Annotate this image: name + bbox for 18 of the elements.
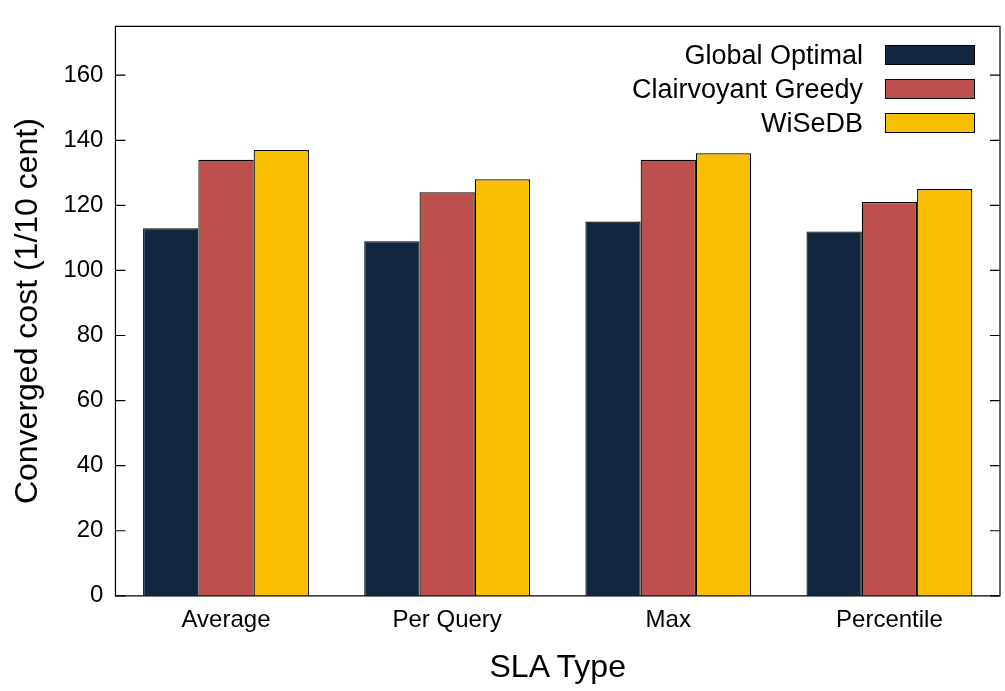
y-tick-label: 0 xyxy=(90,580,104,608)
x-tick-label: Percentile xyxy=(836,604,943,632)
legend-label: WiSeDB xyxy=(760,107,863,139)
y-tick-label: 40 xyxy=(76,450,104,478)
legend-label: Global Optimal xyxy=(684,39,863,71)
y-tick-label: 20 xyxy=(76,515,104,543)
x-tick-label: Max xyxy=(645,604,691,632)
x-axis-title: SLA Type xyxy=(489,647,626,684)
legend-label: Clairvoyant Greedy xyxy=(631,73,863,105)
y-tick-label: 160 xyxy=(63,59,104,87)
y-axis-title: Converged cost (1/10 cent) xyxy=(8,118,45,505)
y-tick-label: 100 xyxy=(63,255,104,283)
y-tick-label: 60 xyxy=(76,385,104,413)
x-tick-label: Per Query xyxy=(392,604,502,632)
y-tick-label: 120 xyxy=(63,189,104,217)
y-tick-label: 140 xyxy=(63,124,104,152)
x-tick-label: Average xyxy=(181,604,271,632)
y-tick-label: 80 xyxy=(76,320,104,348)
